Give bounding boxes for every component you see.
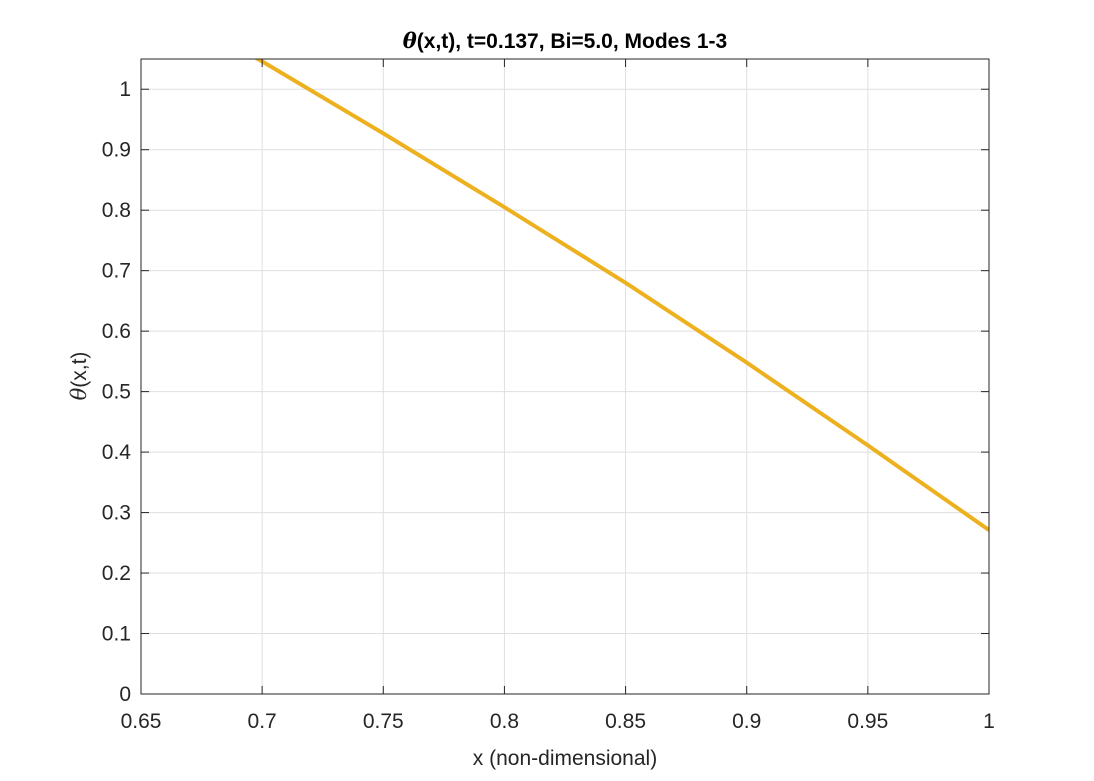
y-tick-label: 0.7 xyxy=(102,260,131,283)
chart-title: θ(x,t), t=0.137, Bi=5.0, Modes 1-3 xyxy=(403,28,727,53)
series-line xyxy=(253,59,989,532)
y-tick-label: 0.1 xyxy=(102,623,131,646)
y-tick-labels: 0 0.1 0.2 0.3 0.4 0.5 0.6 0.7 0.8 0.9 1 xyxy=(102,78,132,706)
y-tick-label: 0.6 xyxy=(102,320,131,343)
axes-box xyxy=(140,58,990,695)
x-tick-label: 0.75 xyxy=(363,710,404,733)
ticks xyxy=(140,59,990,695)
x-axis-label: x (non-dimensional) xyxy=(473,747,657,770)
x-tick-label: 0.65 xyxy=(121,710,162,733)
x-tick-label: 0.85 xyxy=(605,710,646,733)
y-axis-label-rest: (x,t) xyxy=(68,352,91,388)
grid xyxy=(140,59,990,695)
y-tick-label: 0.8 xyxy=(102,199,131,222)
x-tick-label: 0.9 xyxy=(732,710,761,733)
y-axis-label-symbol: θ xyxy=(67,387,91,400)
y-axis-label: θ(x,t) xyxy=(67,352,91,401)
x-tick-label: 0.8 xyxy=(490,710,519,733)
chart-title-symbol: θ xyxy=(403,28,417,53)
y-tick-label: 0.4 xyxy=(102,441,132,464)
x-tick-label: 0.7 xyxy=(248,710,277,733)
y-tick-label: 0 xyxy=(119,683,131,706)
x-tick-labels: 0.65 0.7 0.75 0.8 0.85 0.9 0.95 1 xyxy=(121,710,995,733)
y-tick-label: 0.2 xyxy=(102,562,131,585)
x-tick-label: 1 xyxy=(983,710,995,733)
chart-title-rest: (x,t), t=0.137, Bi=5.0, Modes 1-3 xyxy=(417,30,727,53)
plot-area xyxy=(141,59,989,694)
y-tick-label: 0.3 xyxy=(102,502,131,525)
y-tick-label: 1 xyxy=(119,78,131,101)
x-tick-label: 0.95 xyxy=(847,710,888,733)
y-tick-label: 0.5 xyxy=(102,381,131,404)
y-tick-label: 0.9 xyxy=(102,139,131,162)
